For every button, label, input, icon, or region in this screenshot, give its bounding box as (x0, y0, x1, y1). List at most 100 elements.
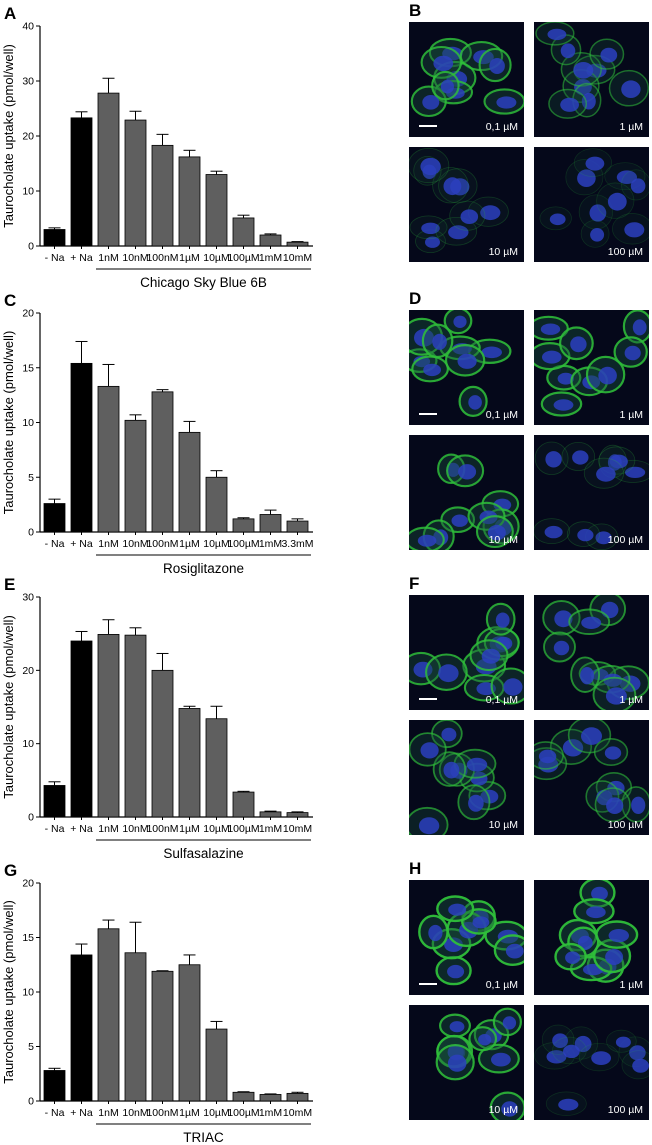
micrograph-cells (534, 435, 649, 550)
micrograph-image: 100 µM (534, 435, 649, 550)
y-tick-label: 5 (28, 1041, 34, 1053)
y-tick-label: 0 (28, 241, 34, 253)
y-tick-label: 0 (28, 1096, 34, 1108)
x-tick-label: 100nM (146, 252, 178, 264)
x-tick-label: - Na (45, 252, 65, 264)
scale-bar (419, 413, 437, 415)
y-tick-label: 0 (28, 812, 34, 824)
concentration-label: 0,1 µM (485, 121, 518, 133)
bar (97, 92, 120, 247)
y-tick-label: 15 (22, 362, 34, 374)
scale-bar (419, 983, 437, 985)
x-tick-label: 1mM (259, 1107, 282, 1119)
micrograph-cells (409, 310, 524, 425)
panel-letter: H (409, 859, 422, 878)
bar (151, 970, 174, 1102)
x-tick-label: 1mM (259, 538, 282, 550)
bar (178, 431, 201, 533)
bar (70, 640, 93, 818)
micrograph-image: 10 µM (409, 720, 524, 835)
bar (178, 964, 201, 1102)
micrograph-cells (534, 1005, 649, 1120)
bar (178, 708, 201, 818)
drug-label: Sulfasalazine (163, 846, 243, 861)
x-tick-label: - Na (45, 1107, 65, 1119)
x-tick-label: 1mM (259, 252, 282, 264)
bar (178, 156, 201, 247)
x-tick-label: 1nM (98, 823, 118, 835)
bar (205, 1028, 228, 1102)
concentration-label: 0,1 µM (485, 694, 518, 706)
x-tick-label: 1nM (98, 252, 118, 264)
y-tick-label: 20 (22, 131, 34, 143)
bar (70, 362, 93, 533)
y-axis-label: Taurocholate uptake (pmol/well) (1, 615, 16, 799)
x-tick-label: 10µM (203, 252, 229, 264)
x-tick-label: - Na (45, 823, 65, 835)
micrograph-image: 100 µM (534, 720, 649, 835)
micrograph-image: 1 µM (534, 310, 649, 425)
panel-letter: A (4, 4, 16, 23)
bar (286, 1092, 309, 1102)
x-tick-label: 10µM (203, 538, 229, 550)
micrograph-image: 0,1 µM (409, 880, 524, 995)
x-tick-label: 100µM (227, 1107, 259, 1119)
y-tick-label: 10 (22, 186, 34, 198)
bar (43, 503, 66, 533)
x-tick-label: + Na (70, 538, 93, 550)
concentration-label: 0,1 µM (485, 409, 518, 421)
x-tick-label: 100nM (146, 538, 178, 550)
bar (259, 1094, 282, 1102)
drug-label: TRIAC (183, 1130, 224, 1145)
micrograph-cells (409, 147, 524, 262)
x-tick-label: 10µM (203, 1107, 229, 1119)
bar (124, 119, 147, 247)
panel-letter: G (4, 861, 17, 880)
micrograph-cells (409, 720, 524, 835)
bar (259, 811, 282, 818)
x-tick-label: 10mM (283, 252, 312, 264)
bar (97, 385, 120, 533)
micrograph-image: 0,1 µM (409, 22, 524, 137)
y-tick-label: 30 (22, 592, 34, 604)
x-tick-label: - Na (45, 538, 65, 550)
x-tick-label: 100µM (227, 823, 259, 835)
bar (286, 520, 309, 533)
panel-letter: D (409, 289, 422, 308)
y-tick-label: 20 (22, 308, 34, 320)
micrograph-cells (534, 310, 649, 425)
scale-bar (419, 125, 437, 127)
micrograph-image: 1 µM (534, 595, 649, 710)
y-axis-label: Taurocholate uptake (pmol/well) (1, 44, 16, 228)
concentration-label: 10 µM (488, 819, 518, 831)
bar (70, 117, 93, 247)
bar (151, 391, 174, 533)
x-tick-label: 10nM (122, 538, 148, 550)
x-tick-label: 1µM (179, 823, 200, 835)
concentration-label: 10 µM (488, 246, 518, 258)
x-tick-label: + Na (70, 252, 93, 264)
bar (97, 634, 120, 818)
bar (43, 785, 66, 818)
micrograph-cells (409, 22, 524, 137)
bar (232, 217, 255, 247)
micrograph-image: 0,1 µM (409, 310, 524, 425)
x-tick-label: 10nM (122, 1107, 148, 1119)
y-tick-label: 10 (22, 417, 34, 429)
micrograph-cells (534, 22, 649, 137)
x-tick-label: 10µM (203, 823, 229, 835)
y-tick-label: 20 (22, 665, 34, 677)
y-tick-label: 20 (22, 878, 34, 890)
x-tick-label: 10nM (122, 252, 148, 264)
bar (97, 928, 120, 1102)
y-tick-label: 30 (22, 76, 34, 88)
bar (124, 634, 147, 818)
x-tick-label: 100µM (227, 538, 259, 550)
concentration-label: 100 µM (607, 534, 643, 546)
micrograph-image: 10 µM (409, 435, 524, 550)
drug-label: Chicago Sky Blue 6B (140, 275, 267, 290)
y-tick-label: 10 (22, 987, 34, 999)
micrograph-cells (534, 880, 649, 995)
bar (259, 514, 282, 533)
